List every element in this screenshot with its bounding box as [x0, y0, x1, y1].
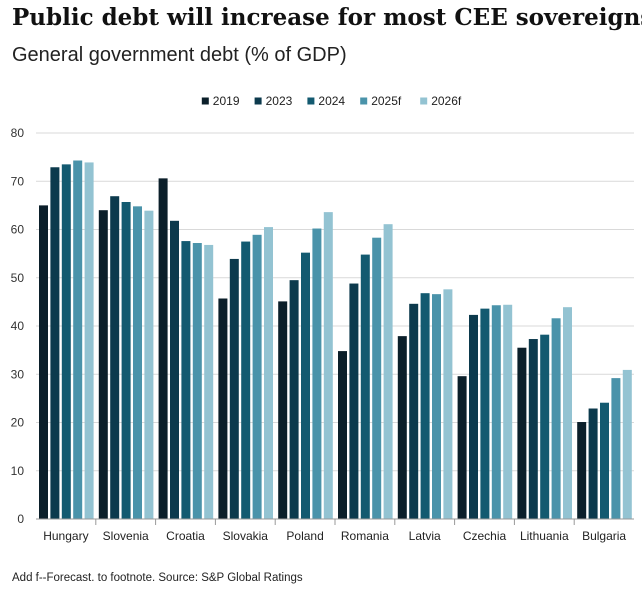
- bar-2026f-hungary: Hungary 2026f: 73.9: [84, 162, 94, 519]
- legend-swatch: [360, 97, 368, 105]
- bar-2024-croatia: Croatia 2024: 57.6: [181, 241, 191, 519]
- bar-2019-latvia: Latvia 2019: 37.9: [397, 336, 407, 519]
- chart-subtitle: General government debt (% of GDP): [12, 44, 347, 66]
- bar-2019-poland: Poland 2019: 45.1: [278, 301, 288, 519]
- bar-2023-poland: Poland 2023: 49.5: [289, 280, 299, 519]
- bar-2026f-lithuania: Lithuania 2026f: 43.9: [563, 307, 572, 519]
- bar-2025f-bulgaria: Bulgaria 2025f: 29.2: [611, 378, 621, 519]
- bar-2024-bulgaria: Bulgaria 2024: 24.1: [600, 402, 609, 519]
- y-tick-label: 70: [11, 174, 25, 188]
- bar-2023-slovenia: Slovenia 2023: 66.9: [110, 196, 120, 519]
- y-tick-label: 10: [11, 464, 25, 478]
- y-tick-label: 60: [11, 223, 25, 237]
- bar-2024-slovakia: Slovakia 2024: 57.5: [241, 241, 251, 519]
- legend-item-2024: 2024: [307, 94, 345, 108]
- legend-item-2025f: 2025f: [360, 94, 402, 108]
- bar-2025f-hungary: Hungary 2025f: 74.3: [73, 160, 83, 519]
- bar-2023-latvia: Latvia 2023: 44.6: [409, 303, 419, 519]
- bar-2024-romania: Romania 2024: 54.8: [360, 254, 370, 519]
- x-tick-label: Slovakia: [223, 529, 269, 543]
- bar-2024-latvia: Latvia 2024: 46.8: [420, 293, 430, 519]
- y-tick-label: 0: [17, 512, 24, 526]
- y-tick-label: 20: [11, 416, 25, 430]
- legend-label: 2024: [318, 94, 345, 108]
- bar-2024-slovenia: Slovenia 2024: 65.7: [121, 202, 131, 519]
- bar-2025f-latvia: Latvia 2025f: 46.6: [432, 294, 441, 519]
- legend: 2019 2023 2024 2025f 2026f: [201, 94, 462, 108]
- legend-swatch: [254, 97, 262, 105]
- bar-2023-croatia: Croatia 2023: 61.8: [170, 220, 179, 519]
- bar-2019-bulgaria: Bulgaria 2019: 20.1: [577, 422, 587, 519]
- y-tick-label: 40: [11, 319, 25, 333]
- legend-item-2019: 2019: [201, 94, 240, 108]
- bar-2019-slovakia: Slovakia 2019: 45.7: [218, 298, 228, 519]
- x-tick-label: Latvia: [409, 529, 441, 543]
- legend-item-2026f: 2026f: [420, 94, 462, 108]
- bar-2025f-czechia: Czechia 2025f: 44.3: [491, 305, 501, 519]
- bar-2023-slovakia: Slovakia 2023: 53.9: [229, 258, 239, 519]
- bar-2026f-romania: Romania 2026f: 61.1: [383, 224, 393, 519]
- bar-2023-romania: Romania 2023: 48.8: [349, 283, 359, 519]
- y-tick-label: 30: [11, 367, 25, 381]
- chart-title: Public debt will increase for most CEE s…: [12, 4, 642, 31]
- bar-2026f-czechia: Czechia 2026f: 44.4: [503, 304, 513, 519]
- bar-2025f-slovenia: Slovenia 2025f: 64.8: [133, 206, 142, 519]
- x-tick-label: Hungary: [43, 529, 88, 543]
- source-footnote: Add f--Forecast. to footnote. Source: S&…: [12, 572, 303, 584]
- bar-2024-poland: Poland 2024: 55.2: [301, 252, 310, 519]
- bar-2024-lithuania: Lithuania 2024: 38.2: [540, 334, 550, 519]
- x-tick-label: Bulgaria: [582, 529, 626, 543]
- x-tick-label: Poland: [286, 529, 323, 543]
- bar-2024-hungary: Hungary 2024: 73.5: [61, 164, 71, 520]
- x-tick-label: Romania: [341, 529, 389, 543]
- x-tick-label: Lithuania: [520, 529, 569, 543]
- bar-2026f-poland: Poland 2026f: 63.6: [323, 212, 333, 519]
- bar-2025f-slovakia: Slovakia 2025f: 58.9: [252, 234, 262, 519]
- bar-series: Hungary 2019: 65Hungary 2023: 72.9Hungar…: [39, 160, 632, 520]
- legend-label: 2023: [266, 94, 293, 108]
- y-tick-label: 80: [11, 126, 25, 140]
- bar-2026f-latvia: Latvia 2026f: 47.6: [443, 289, 453, 519]
- bar-2026f-croatia: Croatia 2026f: 56.8: [204, 244, 214, 519]
- bar-2019-lithuania: Lithuania 2019: 35.5: [517, 347, 527, 519]
- legend-swatch: [420, 97, 428, 105]
- x-axis: Hungary Slovenia Croatia Slovakia Poland Roma…: [36, 518, 634, 543]
- bar-2023-lithuania: Lithuania 2023: 37.3: [528, 339, 538, 519]
- bar-2024-czechia: Czechia 2024: 43.6: [480, 308, 490, 519]
- x-tick-label: Slovenia: [103, 529, 149, 543]
- bar-2025f-poland: Poland 2025f: 60.2: [312, 228, 322, 519]
- x-tick-label: Croatia: [166, 529, 205, 543]
- bar-2019-czechia: Czechia 2019: 29.6: [457, 376, 467, 519]
- y-axis-ticks: 0 10 20 30 40 50 60 70 80: [11, 126, 25, 526]
- bar-2023-bulgaria: Bulgaria 2023: 22.9: [588, 408, 598, 519]
- bar-2023-czechia: Czechia 2023: 42.3: [469, 314, 478, 519]
- legend-label: 2026f: [431, 94, 462, 108]
- bar-2019-hungary: Hungary 2019: 65: [39, 205, 48, 520]
- bar-2026f-slovenia: Slovenia 2026f: 63.9: [144, 210, 154, 519]
- y-tick-label: 50: [11, 271, 25, 285]
- x-tick-label: Czechia: [463, 529, 507, 543]
- legend-swatch: [201, 97, 209, 105]
- legend-label: 2019: [213, 94, 240, 108]
- bar-2026f-slovakia: Slovakia 2026f: 60.5: [264, 227, 273, 519]
- legend-label: 2025f: [371, 94, 402, 108]
- bar-2019-croatia: Croatia 2019: 70.6: [158, 178, 168, 520]
- bar-2019-romania: Romania 2019: 34.8: [338, 351, 347, 519]
- bar-2023-hungary: Hungary 2023: 72.9: [50, 167, 60, 519]
- bar-2019-slovenia: Slovenia 2019: 64: [98, 210, 108, 519]
- bar-2025f-croatia: Croatia 2025f: 57.2: [192, 243, 202, 519]
- legend-item-2023: 2023: [254, 94, 293, 108]
- bar-2025f-lithuania: Lithuania 2025f: 41.6: [551, 318, 561, 519]
- legend-swatch: [307, 97, 315, 105]
- bar-2025f-romania: Romania 2025f: 58.3: [372, 237, 382, 519]
- bar-2026f-bulgaria: Bulgaria 2026f: 30.9: [622, 369, 632, 519]
